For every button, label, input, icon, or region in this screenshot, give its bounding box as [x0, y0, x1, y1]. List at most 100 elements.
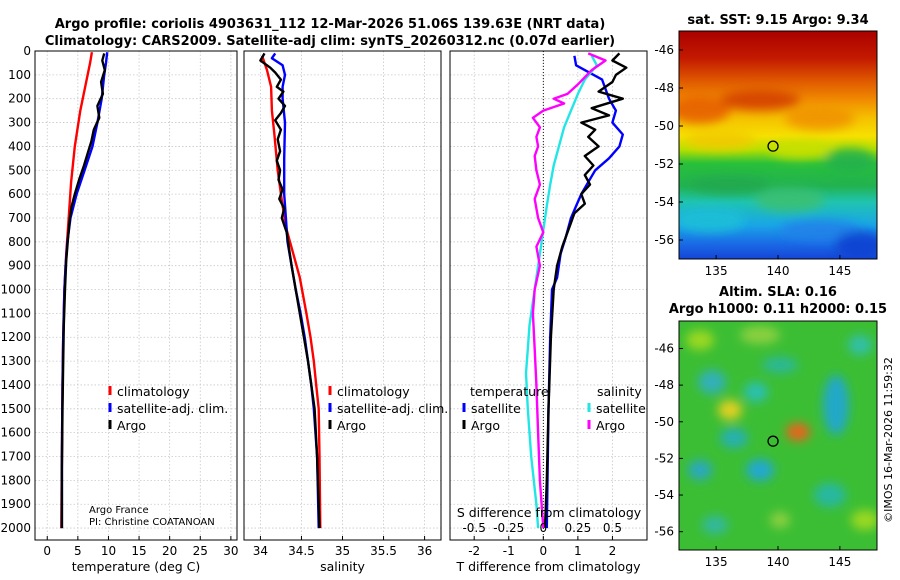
map-y-tick-label: -50	[654, 415, 674, 429]
x-tick-label: 35	[335, 544, 350, 558]
map-x-tick-label: 135	[705, 264, 728, 278]
y-tick-label: 700	[8, 211, 31, 225]
legend-label: Argo	[337, 418, 366, 433]
x2-tick-label: -0.5	[462, 521, 485, 535]
series-line-climatology	[260, 55, 322, 529]
x-tick-label: 36	[417, 544, 432, 558]
x2-tick-label: 0.25	[565, 521, 592, 535]
credit-org: Argo France	[89, 505, 149, 516]
series-line-argo	[60, 53, 106, 529]
map-y-tick-label: -56	[654, 525, 674, 539]
map-x-tick-label: 140	[767, 555, 790, 569]
legend-label: satellite-adj. clim.	[117, 401, 228, 416]
legend-label: temperature	[470, 384, 549, 399]
y-tick-label: 400	[8, 139, 31, 153]
timestamp: ©IMOS 16-Mar-2026 11:59:32	[882, 357, 895, 523]
sla-map: Altim. SLA: 0.16 Argo h1000: 0.11 h2000:…	[654, 285, 887, 569]
sst-map-title: sat. SST: 9.15 Argo: 9.34	[687, 13, 868, 28]
x-tick-label: 25	[193, 544, 208, 558]
map-y-tick-label: -52	[654, 157, 674, 171]
legend-label: salinity	[597, 384, 642, 399]
y-tick-label: 800	[8, 235, 31, 249]
salinity-panel: 34 34.5 35 35.5 36 salinity climatology satelli…	[243, 50, 448, 574]
x-axis-label: T difference from climatology	[455, 559, 641, 574]
x-tick-label: 0	[43, 544, 51, 558]
x-axis-label: temperature (deg C)	[72, 559, 201, 574]
map-x-tick-label: 145	[828, 264, 851, 278]
legend-label: Argo	[596, 418, 625, 433]
x-tick-label: 34.5	[288, 544, 315, 558]
x2-tick-label: -0.25	[493, 521, 524, 535]
y-tick-label: 1400	[0, 378, 31, 392]
map-y-tick-label: -56	[654, 233, 674, 247]
legend-label: satellite	[596, 401, 646, 416]
title-line-2: Climatology: CARS2009. Satellite-adj cli…	[45, 34, 615, 49]
legend-label: Argo	[471, 418, 500, 433]
float-position-marker	[767, 140, 779, 152]
y-tick-label: 600	[8, 187, 31, 201]
series-line-argo	[259, 52, 321, 529]
y-tick-label: 300	[8, 116, 31, 130]
y-tick-label: 1900	[0, 497, 31, 511]
legend-label: climatology	[337, 384, 410, 399]
x-tick-label: 1	[574, 544, 582, 558]
y-tick-label: 1700	[0, 450, 31, 464]
x-tick-label: 10	[101, 544, 116, 558]
y-tick-label: 1600	[0, 426, 31, 440]
series-line-s-argo	[531, 52, 607, 529]
sla-map-title: Altim. SLA: 0.16	[719, 285, 837, 300]
y-tick-label: 1200	[0, 330, 31, 344]
x-tick-label: 5	[74, 544, 82, 558]
x-tick-label: 15	[131, 544, 146, 558]
x-tick-label: 2	[609, 544, 617, 558]
x-axis-label: salinity	[320, 559, 365, 574]
series-line-t-satellite	[545, 55, 624, 529]
map-y-tick-label: -52	[654, 451, 674, 465]
float-position-marker	[767, 435, 779, 447]
map-x-tick-label: 140	[767, 264, 790, 278]
sst-map: sat. SST: 9.15 Argo: 9.34 135 140 145 -46 -4…	[654, 13, 878, 278]
x-tick-label: 20	[162, 544, 177, 558]
map-x-tick-label: 145	[828, 555, 851, 569]
x-tick-label: -2	[468, 544, 480, 558]
axes-frame	[449, 50, 648, 541]
x-tick-label: 34	[253, 544, 268, 558]
map-y-tick-label: -46	[654, 341, 674, 355]
x-tick-label: 0	[539, 544, 547, 558]
y-tick-label: 2000	[0, 521, 31, 535]
series-line-s-satellite	[524, 55, 599, 529]
y-tick-label: 200	[8, 92, 31, 106]
x2-axis-label: S difference from climatology	[457, 505, 642, 520]
y-tick-label: 1800	[0, 473, 31, 487]
map-y-tick-label: -50	[654, 119, 674, 133]
y-tick-label: 1300	[0, 354, 31, 368]
x-tick-label: 30	[223, 544, 238, 558]
map-x-tick-label: 135	[705, 555, 728, 569]
temperature-panel: 0 5 10 15 20 25 30 temperature (deg C) 0 100 200 30…	[0, 44, 238, 574]
legend-label: satellite	[471, 401, 521, 416]
map-y-tick-label: -54	[654, 195, 674, 209]
x2-tick-label: 0.5	[603, 521, 622, 535]
difference-panel: -2 -1 0 1 2T difference from climatology temp…	[449, 50, 648, 574]
sla-map-subtitle: Argo h1000: 0.11 h2000: 0.15	[669, 302, 887, 317]
x-tick-label: -1	[503, 544, 515, 558]
x2-tick-label: 0	[539, 521, 547, 535]
y-tick-label: 1500	[0, 402, 31, 416]
series-line-t-argo	[543, 52, 628, 529]
y-tick-label: 500	[8, 163, 31, 177]
legend-label: satellite-adj. clim.	[337, 401, 448, 416]
x-tick-label: 35.5	[370, 544, 397, 558]
credit-pi: PI: Christine COATANOAN	[89, 517, 215, 528]
y-tick-label: 0	[23, 44, 31, 58]
legend-label: Argo	[117, 418, 146, 433]
title-line-1: Argo profile: coriolis 4903631_112 12-Ma…	[55, 17, 606, 32]
map-y-tick-label: -48	[654, 81, 674, 95]
y-tick-label: 1000	[0, 283, 31, 297]
map-y-tick-label: -48	[654, 378, 674, 392]
map-y-tick-label: -54	[654, 488, 674, 502]
map-y-tick-label: -46	[654, 43, 674, 57]
y-tick-label: 900	[8, 259, 31, 273]
axes-frame	[34, 50, 238, 541]
y-tick-label: 100	[8, 68, 31, 82]
